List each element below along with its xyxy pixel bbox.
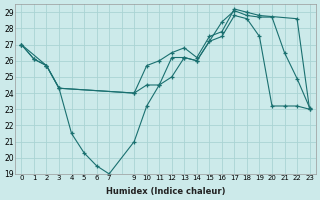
X-axis label: Humidex (Indice chaleur): Humidex (Indice chaleur) xyxy=(106,187,225,196)
